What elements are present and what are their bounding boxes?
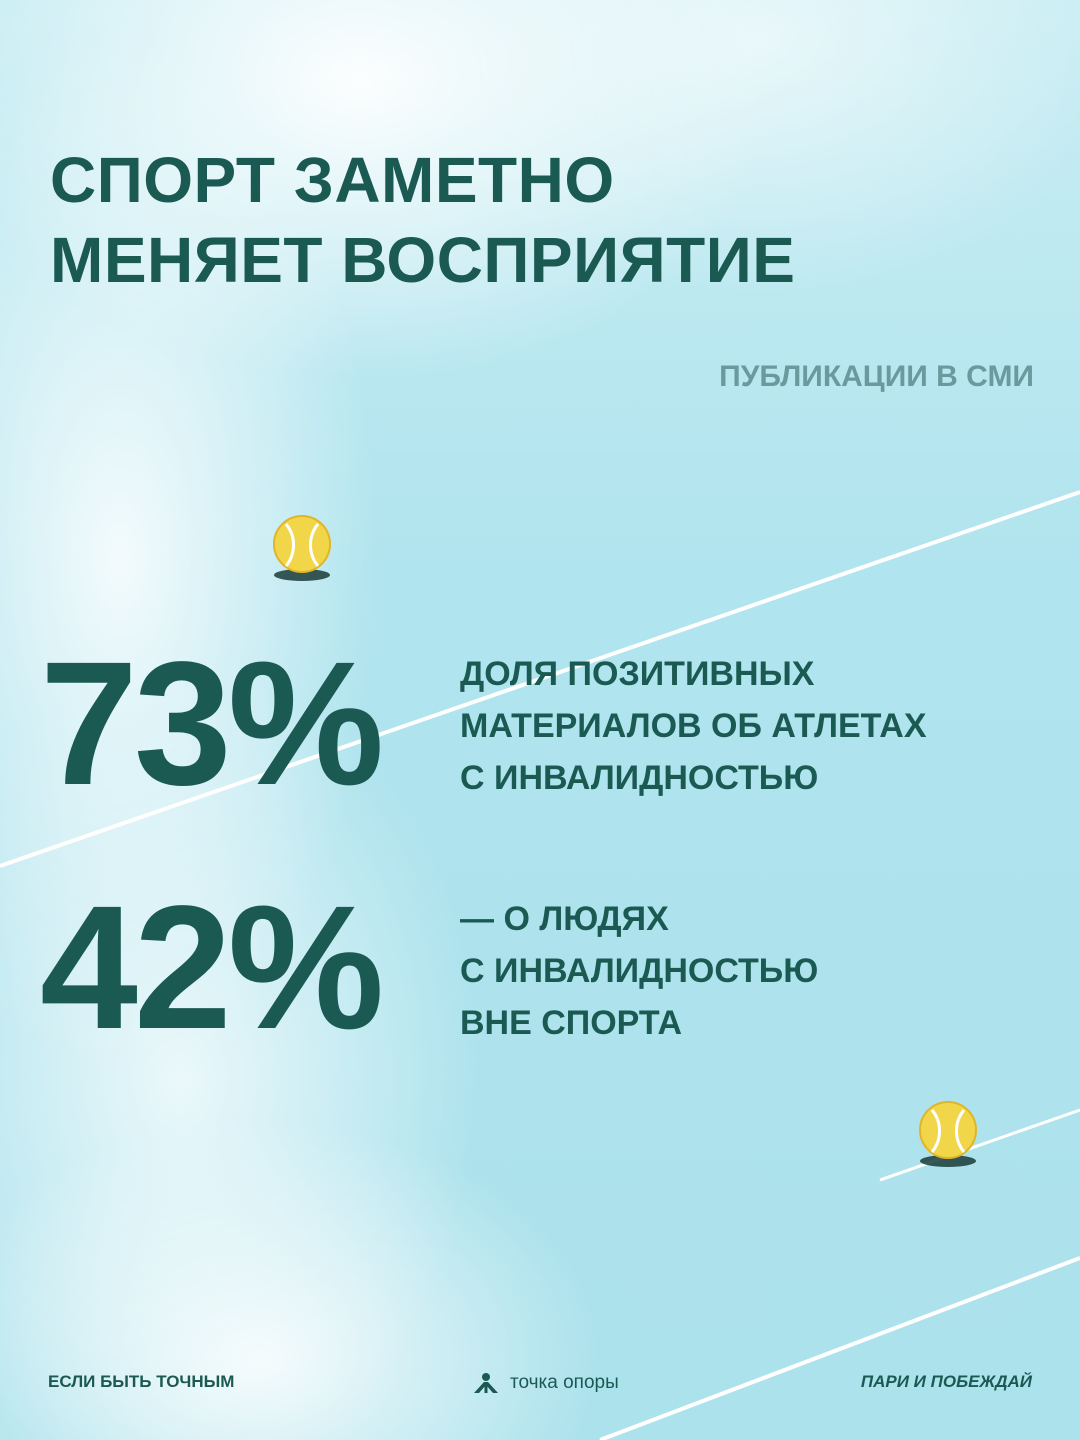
source-label: ПУБЛИКАЦИИ В СМИ — [719, 360, 1034, 393]
tennis-ball-icon — [273, 515, 331, 581]
court-line-lower-edge — [879, 1108, 1080, 1182]
page-title: СПОРТ ЗАМЕТНО МЕНЯЕТ ВОСПРИЯТИЕ — [50, 140, 795, 300]
stat-description-line: С ИНВАЛИДНОСТЬЮ — [460, 952, 819, 990]
stat-description-1: ДОЛЯ ПОЗИТИВНЫХ МАТЕРИАЛОВ ОБ АТЛЕТАХ С … — [460, 648, 927, 804]
footer-left-text: ЕСЛИ БЫТЬ ТОЧНЫМ — [48, 1372, 235, 1391]
title-line-2: МЕНЯЕТ ВОСПРИЯТИЕ — [50, 224, 796, 296]
court-line-lower — [599, 1256, 1080, 1440]
court-line-upper — [0, 490, 1080, 868]
stat-description-line: ВНЕ СПОРТА — [460, 1004, 683, 1042]
stat-description-line: — О ЛЮДЯХ — [460, 900, 669, 938]
tochka-opory-logo-icon — [474, 1373, 498, 1393]
tennis-ball-icon — [919, 1101, 977, 1167]
stat-description-line: МАТЕРИАЛОВ ОБ АТЛЕТАХ — [460, 707, 927, 745]
stat-description-line: ДОЛЯ ПОЗИТИВНЫХ — [460, 655, 815, 693]
footer-logo-text: точка опоры — [510, 1372, 619, 1393]
footer-right-text: ПАРИ И ПОБЕЖДАЙ — [860, 1372, 1032, 1391]
footer-logo: точка опоры — [470, 1372, 619, 1394]
stat-value-73: 73% — [40, 626, 384, 822]
stat-description-line: С ИНВАЛИДНОСТЬЮ — [460, 759, 819, 797]
title-line-1: СПОРТ ЗАМЕТНО — [50, 144, 615, 216]
stat-value-42: 42% — [40, 870, 384, 1066]
stat-description-2: — О ЛЮДЯХ С ИНВАЛИДНОСТЬЮ ВНЕ СПОРТА — [460, 893, 818, 1049]
